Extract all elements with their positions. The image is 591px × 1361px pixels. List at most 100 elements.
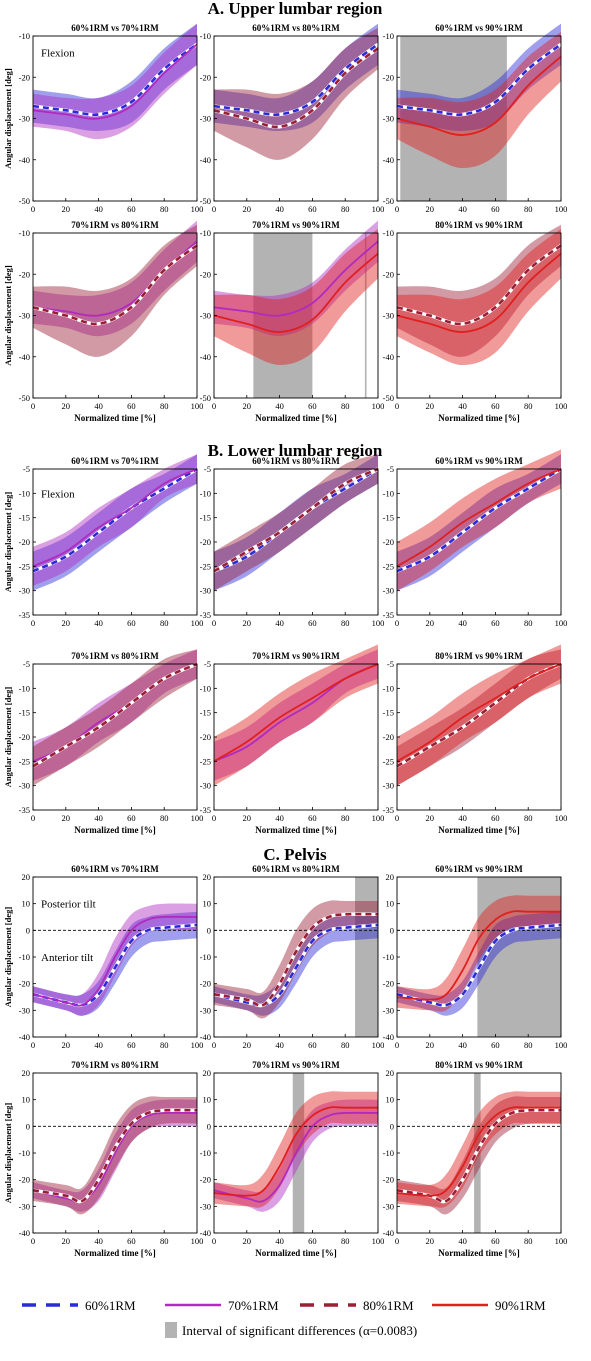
annotation: Flexion (41, 48, 75, 60)
y-tick-label: -5 (23, 464, 30, 474)
y-tick-label: -10 (383, 1148, 394, 1158)
y-tick-label: -30 (383, 114, 394, 124)
subplot-title: 60%1RM vs 90%1RM (435, 23, 523, 33)
x-tick-label: 80 (524, 1040, 533, 1050)
sd-band (33, 23, 197, 140)
x-axis-label: Normalized time [%] (255, 1248, 336, 1258)
mean-line (396, 923, 562, 1007)
x-tick-label: 20 (243, 618, 252, 628)
y-tick-label: -35 (200, 610, 211, 620)
x-tick-label: 80 (524, 204, 533, 214)
x-axis-label: Normalized time [%] (74, 413, 155, 423)
sd-band (33, 1096, 197, 1215)
x-tick-label: 60 (308, 204, 317, 214)
x-tick-label: 60 (127, 618, 136, 628)
sd-band (33, 903, 197, 1016)
x-tick-label: 0 (395, 1236, 399, 1246)
y-tick-label: -25 (200, 561, 211, 571)
y-tick-label: -40 (200, 1228, 211, 1238)
mean-line (213, 912, 379, 1007)
sd-band (397, 895, 561, 1012)
x-tick-label: 40 (458, 618, 467, 628)
y-tick-label: -40 (19, 1228, 30, 1238)
y-tick-label: -40 (19, 1032, 30, 1042)
y-tick-label: -10 (19, 31, 30, 41)
y-tick-label: -40 (383, 1228, 394, 1238)
section-title: C. Pelvis (263, 845, 327, 864)
y-tick-label: 20 (386, 1068, 395, 1078)
x-tick-label: 100 (555, 1236, 568, 1246)
y-tick-label: 0 (26, 925, 30, 935)
mean-line (32, 467, 198, 573)
y-tick-label: -10 (19, 488, 30, 498)
subplot-title: 60%1RM vs 90%1RM (435, 864, 523, 874)
x-tick-label: 40 (275, 1040, 284, 1050)
mean-line (213, 1111, 379, 1203)
y-tick-label: 20 (203, 872, 212, 882)
x-tick-label: 60 (127, 813, 136, 823)
x-tick-label: 80 (524, 401, 533, 411)
y-tick-label: -20 (200, 72, 211, 82)
subplot-title: 60%1RM vs 70%1RM (71, 23, 159, 33)
x-tick-label: 60 (491, 1236, 500, 1246)
x-tick-label: 20 (62, 813, 71, 823)
x-tick-label: 20 (243, 401, 252, 411)
mean-line (396, 244, 562, 326)
y-tick-label: -35 (383, 805, 394, 815)
y-tick-label: -20 (383, 979, 394, 989)
x-tick-label: 0 (31, 1236, 35, 1246)
x-tick-label: 40 (275, 618, 284, 628)
y-tick-label: -50 (19, 393, 30, 403)
y-tick-label: -15 (19, 513, 30, 523)
legend-label: 80%1RM (363, 1298, 414, 1313)
y-axis-label: Angular displacement [deg] (3, 68, 13, 169)
y-tick-label: 0 (207, 925, 211, 935)
y-tick-label: -20 (19, 72, 30, 82)
x-tick-label: 100 (191, 813, 204, 823)
y-tick-label: -30 (19, 781, 30, 791)
x-tick-label: 100 (191, 204, 204, 214)
sd-band (214, 911, 378, 1016)
x-tick-label: 100 (372, 618, 385, 628)
x-tick-label: 80 (341, 401, 350, 411)
y-tick-label: -30 (19, 114, 30, 124)
y-axis-label: Angular displacement [deg] (3, 1103, 13, 1204)
x-tick-label: 60 (308, 813, 317, 823)
sd-band (33, 911, 197, 1016)
x-tick-label: 80 (160, 1236, 169, 1246)
y-tick-label: -10 (200, 228, 211, 238)
subplot-title: 70%1RM vs 80%1RM (71, 220, 159, 230)
y-tick-label: 20 (22, 872, 31, 882)
x-tick-label: 20 (426, 401, 435, 411)
y-tick-label: -40 (19, 352, 30, 362)
x-tick-label: 60 (308, 1236, 317, 1246)
y-tick-label: -40 (383, 1032, 394, 1042)
subplot-title: 60%1RM vs 80%1RM (252, 23, 340, 33)
x-tick-label: 40 (458, 204, 467, 214)
y-tick-label: -25 (383, 756, 394, 766)
subplot-title: 70%1RM vs 80%1RM (71, 651, 159, 661)
y-tick-label: -10 (200, 488, 211, 498)
subplot-title: 60%1RM vs 80%1RM (252, 864, 340, 874)
y-tick-label: -40 (200, 155, 211, 165)
y-tick-label: -20 (383, 732, 394, 742)
legend-item: 90%1RM (432, 1298, 546, 1313)
x-tick-label: 20 (426, 1236, 435, 1246)
mean-line (396, 468, 562, 568)
x-axis-label: Normalized time [%] (438, 1248, 519, 1258)
x-tick-label: 80 (341, 813, 350, 823)
legend-item: 60%1RM (22, 1298, 136, 1313)
x-tick-label: 60 (308, 401, 317, 411)
x-tick-label: 80 (341, 204, 350, 214)
y-tick-label: 10 (386, 899, 395, 909)
y-tick-label: -10 (200, 31, 211, 41)
significance-interval (364, 233, 367, 398)
x-tick-label: 40 (458, 1236, 467, 1246)
mean-line (396, 1106, 561, 1197)
sd-band (33, 220, 197, 337)
sd-band (33, 1099, 197, 1212)
y-tick-label: -10 (19, 952, 30, 962)
y-tick-label: -20 (19, 732, 30, 742)
